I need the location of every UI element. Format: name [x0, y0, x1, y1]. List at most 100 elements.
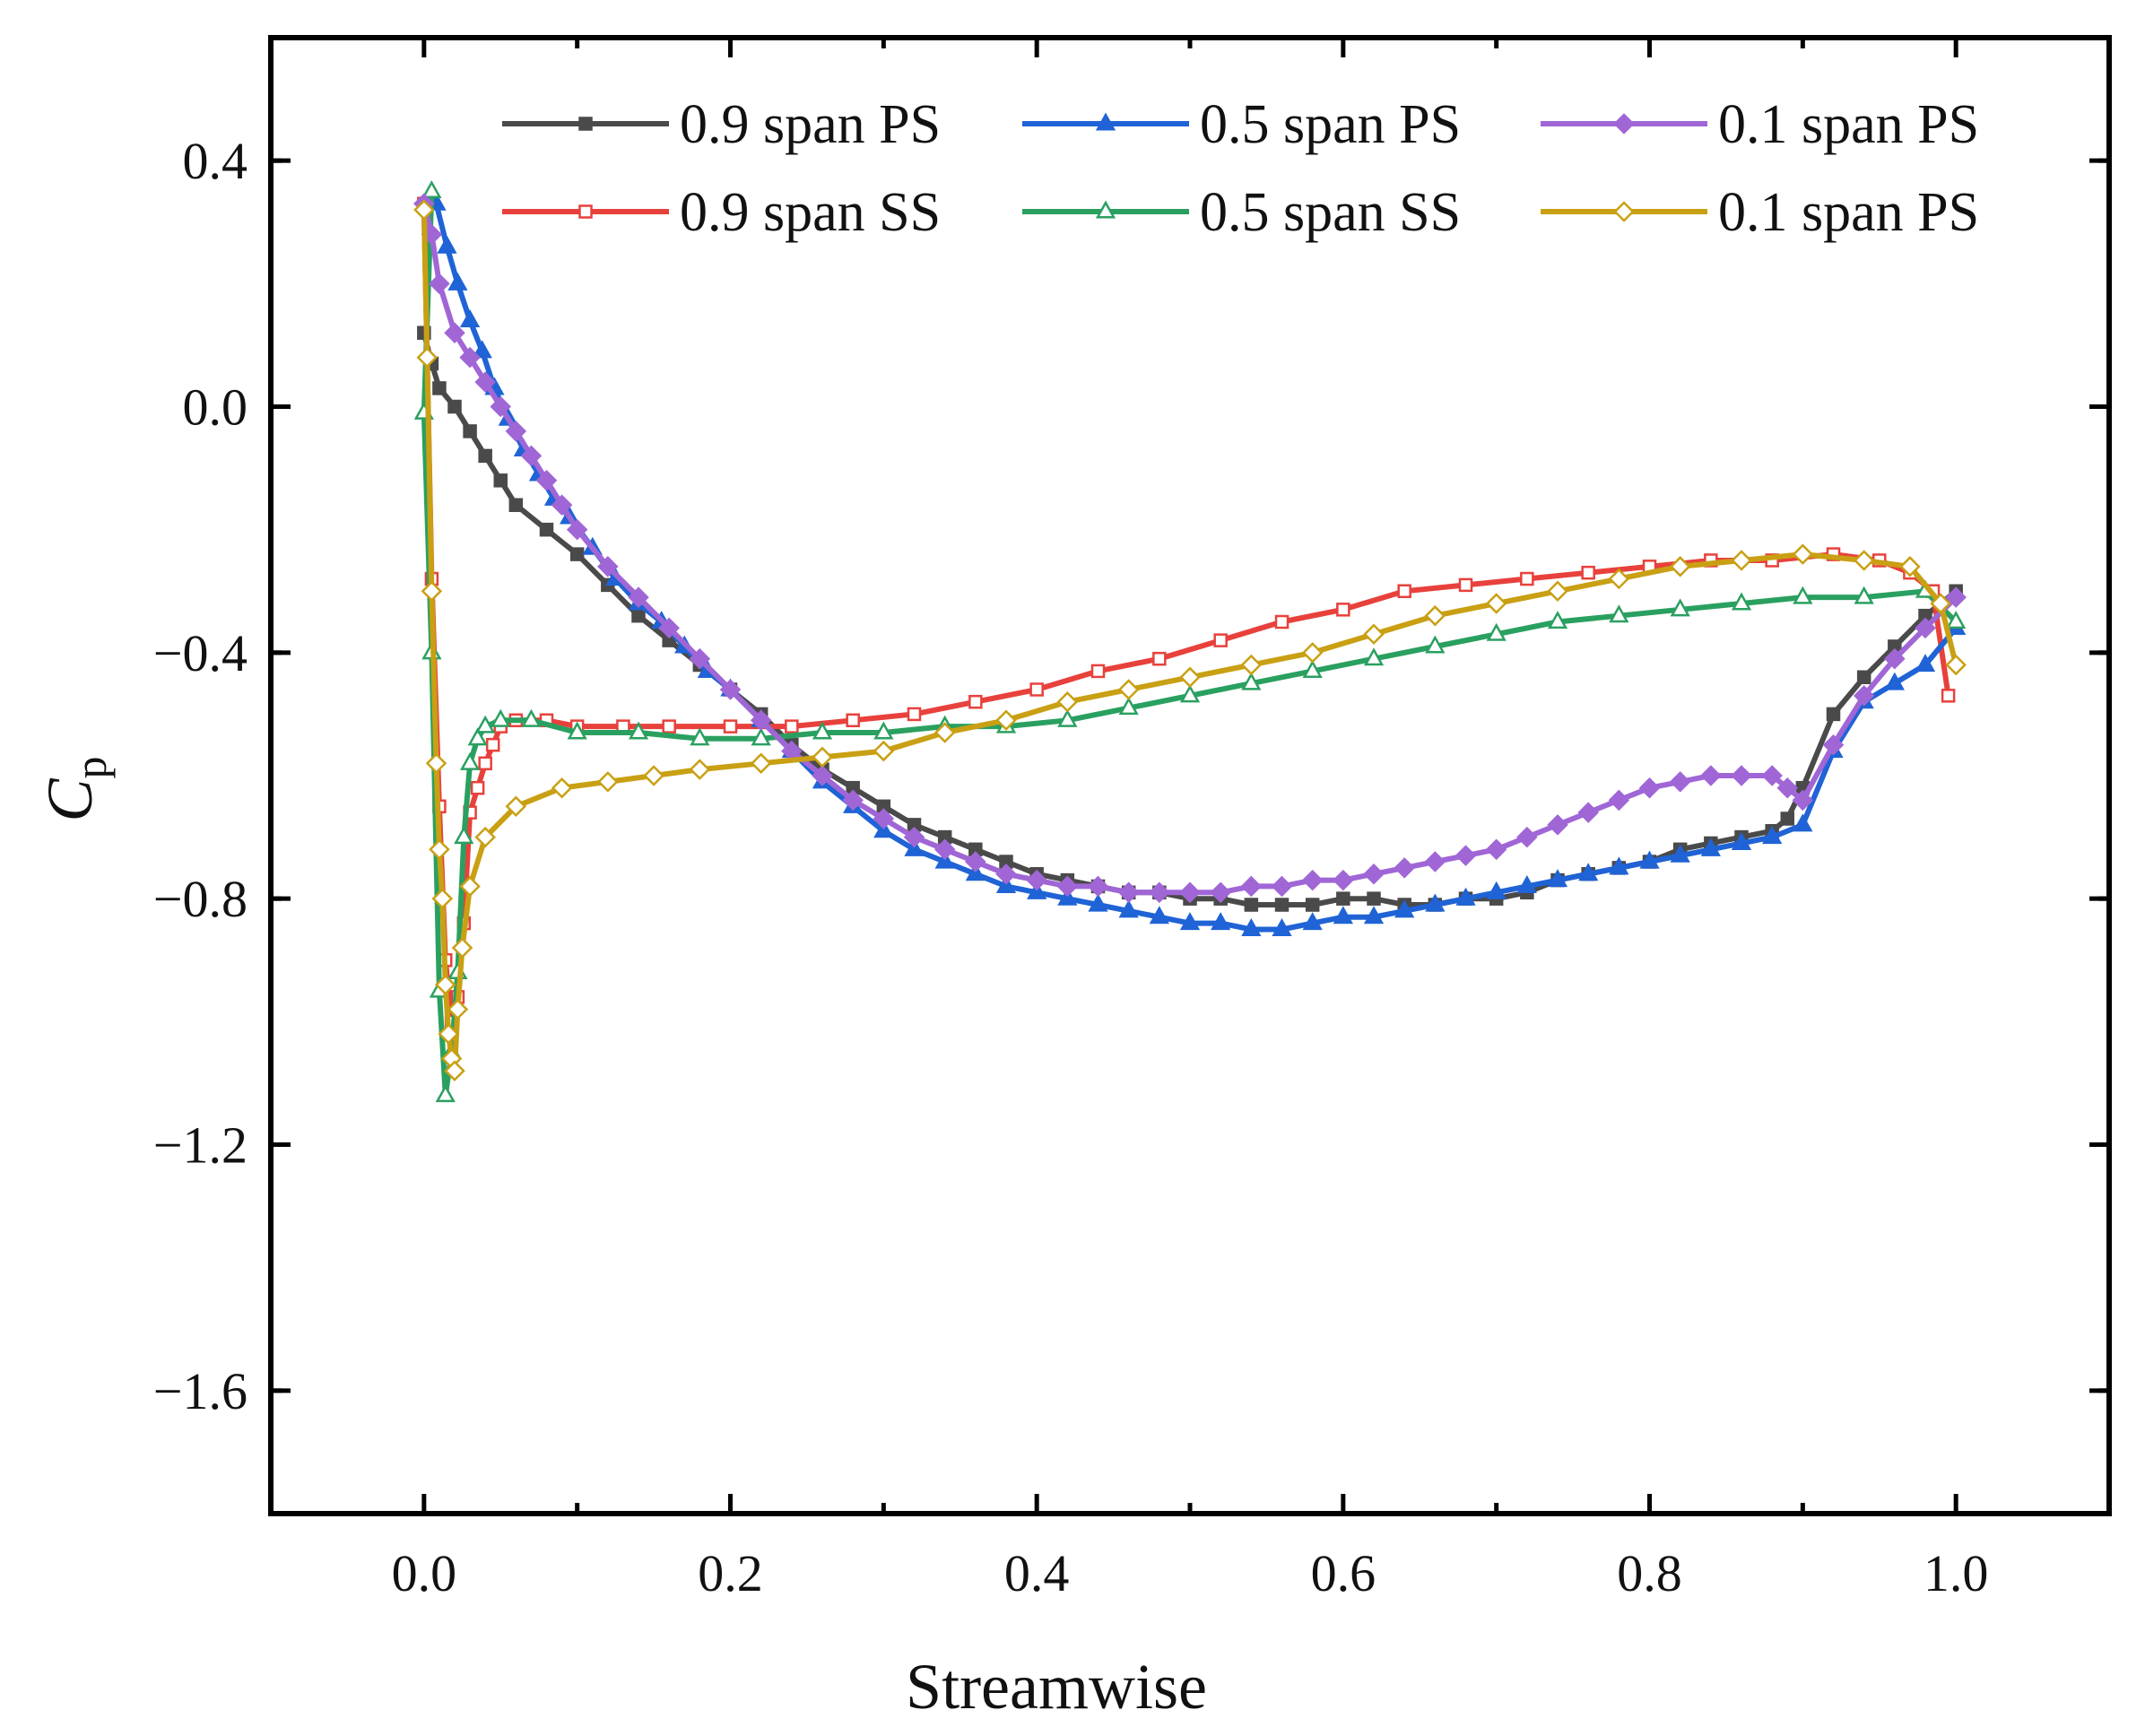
data-point	[567, 721, 587, 740]
data-point	[995, 874, 1017, 893]
data-point	[1302, 659, 1323, 678]
data-point	[1945, 654, 1967, 676]
data-point	[723, 719, 738, 733]
data-point	[535, 470, 558, 491]
data-point	[1213, 633, 1228, 647]
data-point	[1608, 568, 1630, 590]
data-point	[1609, 604, 1629, 623]
data-point	[812, 721, 833, 740]
legend-swatch-marker	[1095, 200, 1116, 219]
data-point	[1780, 812, 1794, 826]
data-point	[1367, 891, 1381, 906]
data-point	[1853, 550, 1875, 571]
data-point	[1700, 838, 1721, 856]
x-tick-label: 0.0	[392, 1544, 457, 1602]
data-point	[1762, 826, 1783, 845]
x-tick-label: 0.2	[698, 1544, 763, 1602]
data-point	[429, 838, 450, 861]
data-point	[873, 740, 895, 762]
data-point	[551, 777, 573, 799]
data-point	[490, 395, 512, 418]
legend-label: 0.9 span SS	[680, 182, 941, 243]
legend-item-3: 0.5 span PS	[1022, 94, 1461, 155]
y-tick-label: −0.8	[153, 870, 248, 928]
data-point	[474, 371, 496, 393]
data-point	[1547, 814, 1568, 836]
data-point	[1394, 899, 1415, 918]
data-point	[1547, 869, 1568, 888]
data-point	[1272, 917, 1292, 937]
legend-label: 0.5 span PS	[1200, 94, 1461, 155]
data-point	[643, 765, 664, 786]
legend-label: 0.1 span PS	[1718, 182, 1979, 243]
data-point	[1822, 733, 1845, 756]
data-point	[1363, 623, 1385, 646]
data-point	[1088, 893, 1108, 912]
data-point	[1700, 765, 1722, 786]
data-point	[1241, 672, 1262, 690]
x-axis-title: Streamwise	[906, 1651, 1207, 1723]
data-point	[1485, 838, 1507, 861]
data-point	[1271, 875, 1293, 898]
data-point	[1301, 642, 1324, 664]
data-point	[1152, 651, 1167, 666]
legend-item-6: 0.1 span PS	[1541, 182, 1979, 243]
data-point	[965, 851, 986, 872]
y-axis-title-subscript: p	[65, 756, 116, 778]
data-point	[431, 888, 454, 909]
data-point	[491, 708, 511, 727]
data-point	[1520, 571, 1534, 586]
data-point	[1117, 679, 1140, 700]
data-point	[1915, 654, 1936, 673]
data-point	[1577, 802, 1599, 823]
data-point	[1211, 912, 1231, 931]
data-point	[1915, 617, 1936, 639]
axes-layer: 0.0 0.2 0.4 0.6 0.8 1.0 −1.6 −1.2 −0.8 −0.4 0.0 0.4	[153, 35, 2112, 1602]
data-point	[1731, 592, 1752, 611]
data-point	[1363, 647, 1385, 666]
data-point	[1945, 586, 1967, 608]
data-point	[1547, 580, 1568, 603]
data-point	[873, 820, 894, 838]
data-point	[934, 850, 955, 869]
data-point	[1302, 912, 1323, 931]
data-point	[1670, 844, 1690, 863]
data-point	[1305, 898, 1320, 912]
data-point	[1029, 682, 1044, 697]
data-point	[1149, 906, 1169, 924]
legend-item-1: 0.9 span PS	[502, 94, 941, 155]
data-point	[597, 771, 619, 793]
data-point	[569, 547, 585, 561]
y-axis-title-main: C	[34, 778, 106, 822]
data-point	[505, 421, 527, 442]
data-point	[1761, 765, 1783, 786]
data-point	[505, 795, 527, 818]
legend-label: 0.1 span PS	[1718, 94, 1979, 155]
data-point	[1301, 869, 1324, 891]
data-point	[1026, 869, 1047, 891]
legend-swatch-marker	[1613, 201, 1635, 222]
legend-swatch-marker	[1095, 112, 1116, 131]
data-point	[1941, 689, 1956, 703]
data-point	[1179, 684, 1201, 703]
data-point	[1336, 891, 1350, 906]
data-point	[934, 838, 956, 861]
legend-item-5: 0.1 span PS	[1541, 94, 1979, 155]
data-point	[1638, 777, 1661, 799]
data-point	[539, 522, 554, 537]
series-line	[421, 201, 1959, 896]
legend-swatch-marker	[578, 204, 593, 219]
x-tick-label: 0.4	[1004, 1544, 1070, 1602]
data-point	[1424, 851, 1446, 872]
data-point	[447, 998, 469, 1020]
series-4-0-5-span-ss	[413, 179, 1967, 1103]
data-point	[1087, 875, 1109, 898]
data-point	[812, 746, 833, 768]
data-point	[467, 727, 488, 746]
data-point	[995, 863, 1017, 885]
data-point	[508, 498, 524, 512]
data-point	[628, 586, 649, 608]
data-point	[995, 709, 1017, 732]
legend-item-4: 0.5 span SS	[1022, 182, 1461, 243]
